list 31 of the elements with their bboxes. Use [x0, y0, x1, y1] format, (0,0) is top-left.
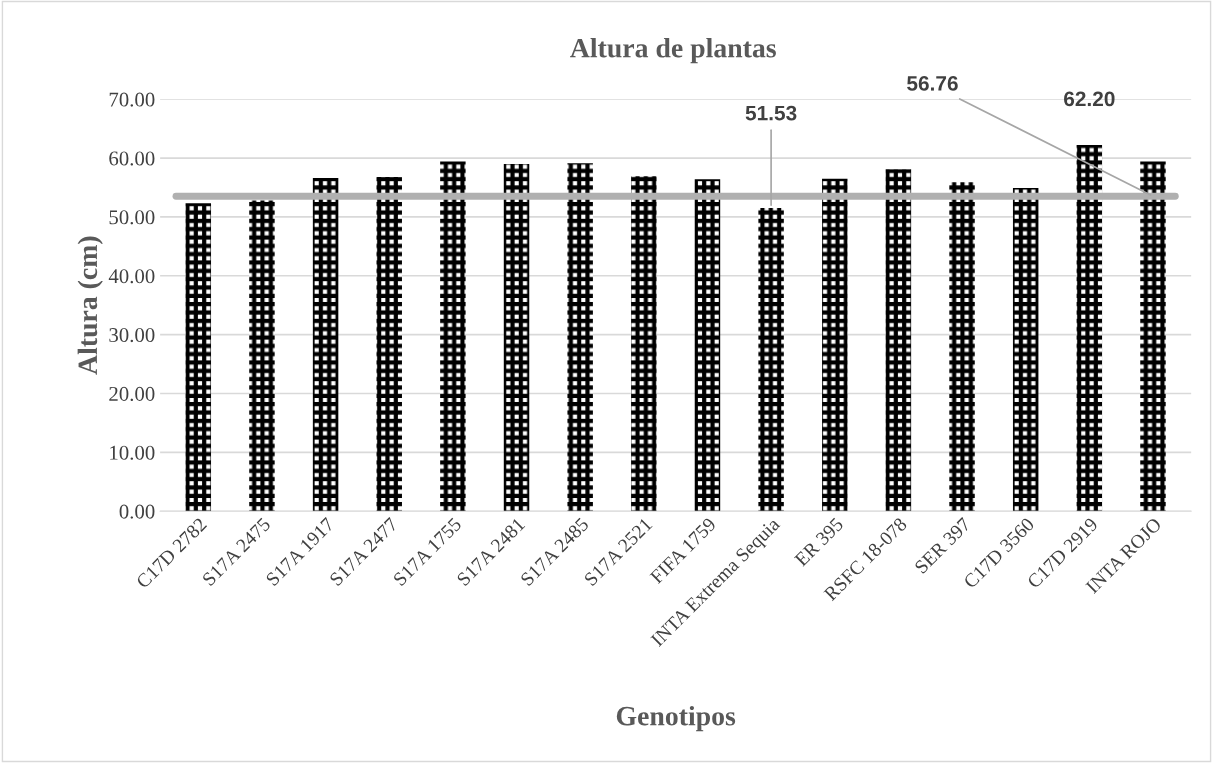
bar	[567, 163, 593, 512]
y-tick-label: 0.00	[119, 504, 155, 519]
y-tick-label: 40.00	[108, 269, 155, 284]
bar	[694, 179, 721, 512]
bar	[885, 169, 912, 512]
y-tick-label: 20.00	[109, 386, 155, 402]
bar	[822, 178, 848, 512]
chart-title: Altura de plantas	[570, 37, 776, 64]
y-tick-label: 30.00	[109, 328, 155, 343]
bar	[949, 182, 975, 512]
bar	[1140, 161, 1166, 512]
bar	[1012, 188, 1039, 512]
annotation: 62.20	[1064, 91, 1115, 107]
y-tick-label: 70.00	[109, 92, 155, 107]
y-axis-title: Altura (cm)	[77, 236, 103, 375]
y-tick-label: 60.00	[109, 151, 155, 166]
y-tick-label: 50.00	[109, 210, 155, 225]
bar	[440, 161, 466, 512]
bar	[249, 200, 275, 512]
bar	[1076, 145, 1103, 512]
x-tick-label: ER 395	[793, 517, 844, 567]
bar	[631, 176, 657, 512]
bar	[312, 178, 339, 512]
annotation: 51.53	[745, 105, 797, 121]
bar	[185, 203, 212, 512]
annotation: 56.76	[907, 76, 958, 91]
x-axis-title: Genotipos	[616, 705, 736, 732]
y-tick-label: 10.00	[110, 445, 155, 460]
bar	[758, 207, 784, 512]
bar	[503, 163, 530, 512]
bar	[376, 176, 402, 512]
